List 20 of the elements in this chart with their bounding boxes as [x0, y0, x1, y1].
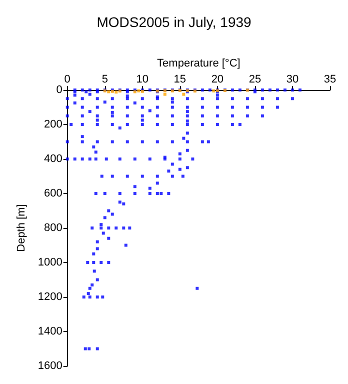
y-tick-label: 0	[56, 84, 62, 96]
y-tick-label: 1000	[38, 256, 62, 268]
x-tick-label: 20	[211, 74, 224, 86]
x-tick-label: 5	[102, 74, 108, 86]
y-tick-label: 800	[44, 222, 62, 234]
y-tick-label: 400	[44, 153, 62, 165]
x-tick-label: 25	[248, 74, 262, 86]
x-tick-label: 15	[174, 74, 186, 86]
y-tick-label: 200	[44, 118, 62, 130]
x-tick-label: 30	[286, 74, 299, 86]
chart-title: MODS2005 in July, 1939	[96, 14, 252, 30]
y-tick-label: 600	[44, 188, 62, 200]
y-tick-label: 1200	[38, 291, 62, 303]
x-tick-label: 35	[324, 74, 336, 86]
y-tick-label: 1600	[38, 360, 62, 372]
y-axis-title: Depth [m]	[16, 204, 28, 252]
x-tick-label: 10	[136, 74, 149, 86]
x-tick-label: 0	[64, 74, 70, 86]
x-axis-title: Temperature [°C]	[157, 58, 240, 70]
y-tick-label: 1400	[38, 326, 62, 338]
